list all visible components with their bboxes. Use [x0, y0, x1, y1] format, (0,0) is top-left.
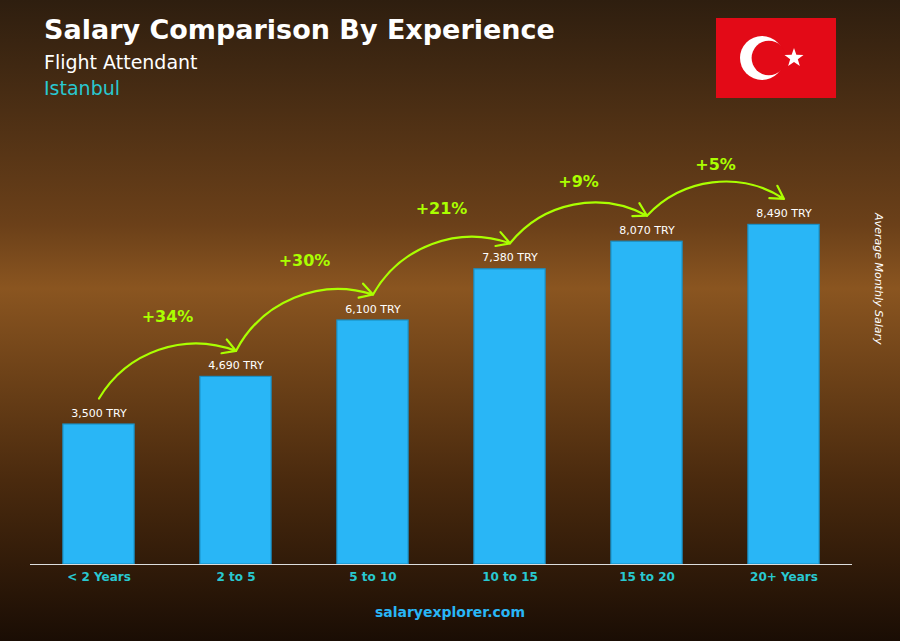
svg-text:+30%: +30%: [279, 251, 331, 270]
html-text:salaryexplorer.com: salaryexplorer.com: [374, 604, 526, 620]
html-text:Salary Comparison By Experienc: Salary Comparison By Experience: [44, 14, 555, 45]
svg-text:3,500 TRY: 3,500 TRY: [71, 407, 127, 420]
svg-text:6,100 TRY: 6,100 TRY: [345, 303, 401, 316]
svg-text:+5%: +5%: [695, 155, 736, 174]
svg-text:< 2 Years: < 2 Years: [67, 570, 131, 584]
svg-text:20+ Years: 20+ Years: [750, 570, 818, 584]
svg-text:10 to 15: 10 to 15: [482, 570, 538, 584]
html-text:Istanbul: Istanbul: [44, 77, 120, 99]
svg-text:+9%: +9%: [558, 172, 599, 191]
svg-text:+21%: +21%: [416, 199, 468, 218]
svg-text:8,490 TRY: 8,490 TRY: [756, 207, 812, 220]
svg-text:+34%: +34%: [142, 307, 194, 326]
svg-text:Average Monthly Salary: Average Monthly Salary: [872, 212, 885, 345]
svg-text:2 to 5: 2 to 5: [216, 570, 255, 584]
svg-text:8,070 TRY: 8,070 TRY: [619, 224, 675, 237]
svg-text:5 to 10: 5 to 10: [349, 570, 396, 584]
svg-text:15 to 20: 15 to 20: [619, 570, 675, 584]
svg-text:7,380 TRY: 7,380 TRY: [482, 251, 538, 264]
html-text:Flight Attendant: Flight Attendant: [44, 51, 198, 73]
svg-text:4,690 TRY: 4,690 TRY: [208, 359, 264, 372]
